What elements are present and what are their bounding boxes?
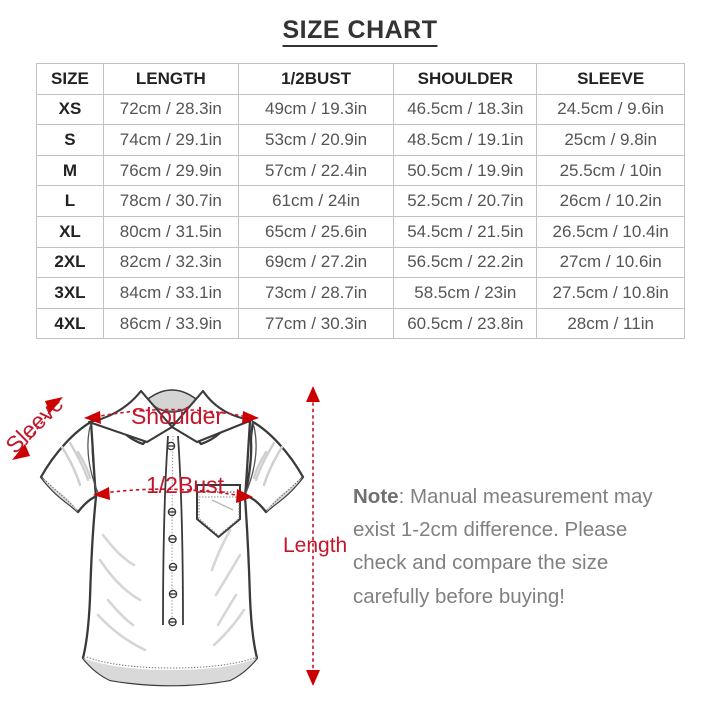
svg-text:Length: Length (283, 534, 347, 557)
svg-text:Shoulder: Shoulder (131, 403, 223, 429)
svg-text:1/2Bust: 1/2Bust (146, 472, 225, 498)
